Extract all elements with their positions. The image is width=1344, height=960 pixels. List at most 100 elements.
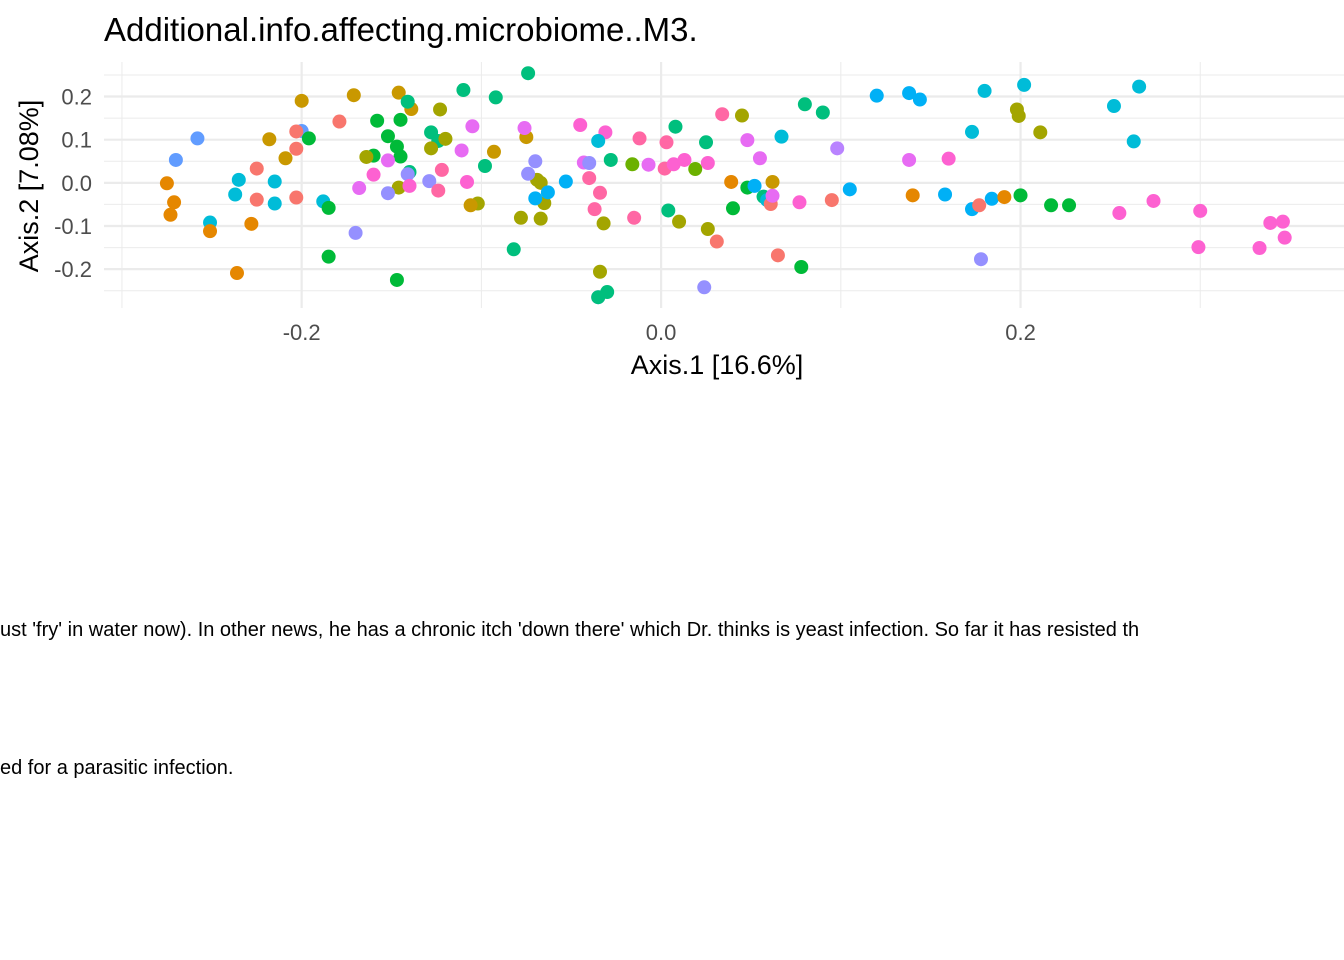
data-point xyxy=(321,249,336,264)
data-point xyxy=(422,174,437,189)
data-point xyxy=(688,162,703,177)
data-point xyxy=(1106,99,1121,114)
data-point xyxy=(1011,108,1026,123)
data-point xyxy=(528,191,543,206)
data-point xyxy=(1146,193,1161,208)
data-point xyxy=(370,113,385,128)
legend-entry-text: ust 'fry' in water now). In other news, … xyxy=(0,619,1140,641)
data-point xyxy=(1191,240,1206,255)
data-point xyxy=(460,174,475,189)
data-point xyxy=(289,124,304,139)
data-point xyxy=(533,211,548,226)
data-point xyxy=(659,135,674,150)
data-point xyxy=(632,131,647,146)
data-point xyxy=(792,195,807,210)
grid-major xyxy=(104,62,1344,308)
data-point xyxy=(348,225,363,240)
data-point xyxy=(463,198,478,213)
data-point xyxy=(391,85,406,100)
data-point xyxy=(765,188,780,203)
data-point xyxy=(794,260,809,274)
data-point xyxy=(380,153,395,168)
data-point xyxy=(190,131,205,146)
data-point xyxy=(477,159,492,174)
data-point xyxy=(582,155,597,170)
data-point xyxy=(431,183,446,198)
y-tick-label: -0.2 xyxy=(54,257,92,282)
data-point xyxy=(389,272,404,287)
y-axis-label: Axis.2 [7.08%] xyxy=(14,100,44,273)
data-point xyxy=(517,121,532,136)
data-point xyxy=(709,234,724,249)
data-point xyxy=(997,190,1012,205)
data-point xyxy=(346,88,361,103)
data-point xyxy=(869,88,884,103)
chart-title: Additional.info.affecting.microbiome..M3… xyxy=(104,11,698,48)
data-point xyxy=(393,149,408,164)
data-point xyxy=(433,102,448,117)
data-point xyxy=(289,190,304,205)
data-point xyxy=(1252,241,1267,256)
data-point xyxy=(625,157,640,172)
x-tick-label: 0.2 xyxy=(1005,320,1036,345)
data-point xyxy=(902,152,917,167)
data-point xyxy=(456,83,471,98)
data-point xyxy=(830,141,845,156)
data-point xyxy=(294,93,309,108)
data-point xyxy=(391,180,406,195)
data-point xyxy=(797,97,812,112)
data-point xyxy=(352,181,367,196)
data-point xyxy=(715,107,730,122)
data-point xyxy=(627,210,642,225)
data-point xyxy=(725,201,740,216)
data-point xyxy=(938,187,953,202)
data-point xyxy=(289,141,304,156)
data-point xyxy=(533,175,548,190)
data-point xyxy=(558,174,573,189)
data-point xyxy=(593,264,607,279)
data-point xyxy=(842,182,857,197)
data-point xyxy=(977,83,992,98)
x-tick-label: -0.2 xyxy=(283,320,321,345)
legend-entry-text: ed for a parasitic infection. xyxy=(0,757,234,779)
data-point xyxy=(668,119,683,134)
data-point xyxy=(249,161,264,176)
data-point xyxy=(434,162,449,177)
data-point xyxy=(752,151,767,166)
data-point xyxy=(972,198,987,213)
data-point xyxy=(591,133,606,148)
data-point xyxy=(1033,125,1048,140)
data-point xyxy=(229,266,244,281)
data-point xyxy=(262,132,277,147)
data-point xyxy=(824,193,839,208)
data-point xyxy=(1126,134,1141,149)
data-point xyxy=(661,203,676,218)
data-point xyxy=(587,202,602,217)
data-point xyxy=(1112,206,1127,221)
data-point xyxy=(244,216,259,231)
data-point xyxy=(438,131,453,146)
y-tick-label: 0.1 xyxy=(61,128,92,153)
data-point xyxy=(486,144,501,159)
data-point xyxy=(984,191,999,206)
data-point xyxy=(359,149,374,164)
data-points xyxy=(159,66,1292,305)
data-point xyxy=(740,133,755,148)
data-point xyxy=(697,280,712,295)
y-tick-label: 0.0 xyxy=(61,171,92,196)
data-point xyxy=(521,66,536,81)
data-point xyxy=(454,143,469,158)
data-point xyxy=(677,152,692,167)
data-point xyxy=(734,108,749,123)
data-point xyxy=(747,178,762,193)
data-point xyxy=(424,141,439,156)
data-point xyxy=(765,174,780,189)
data-point xyxy=(267,196,282,211)
data-point xyxy=(231,172,246,187)
data-point xyxy=(1193,203,1208,218)
data-point xyxy=(941,151,956,166)
data-point xyxy=(666,157,681,172)
data-point xyxy=(159,176,174,191)
data-point xyxy=(267,174,282,189)
data-point xyxy=(380,129,395,144)
